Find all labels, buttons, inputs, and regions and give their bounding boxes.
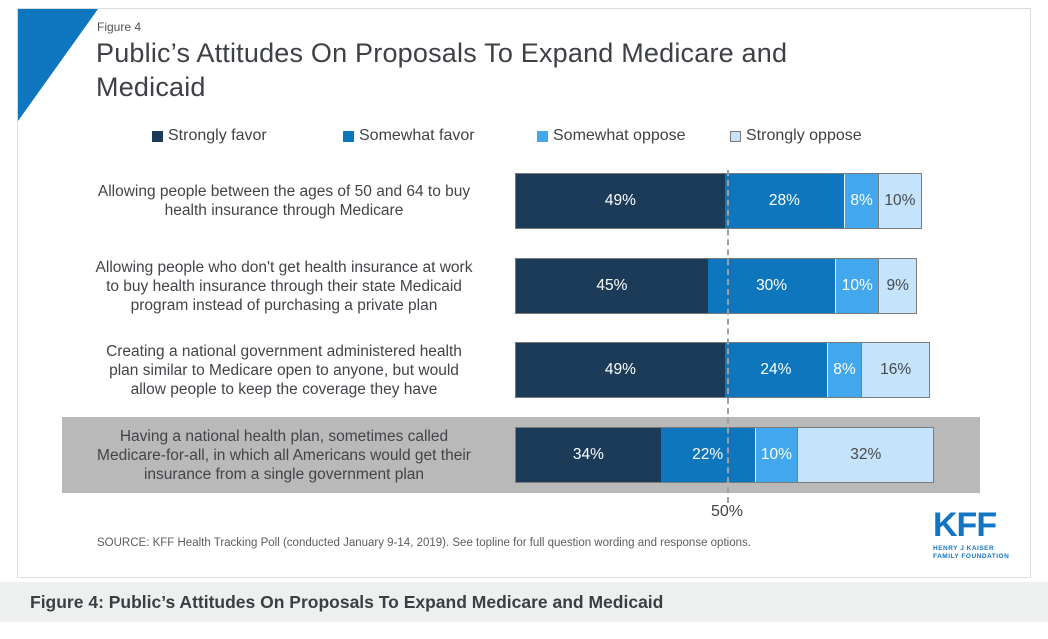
bar-segment-somewhat-oppose: 10% [835,259,879,313]
legend-item-label: Somewhat favor [359,127,475,144]
bar-segment-somewhat-favor: 28% [724,174,844,228]
bar-segment-strongly-oppose: 16% [861,343,930,397]
stacked-bar: 34% 22% 10% 32% [515,427,935,483]
bar-segment-somewhat-oppose: 8% [826,343,862,397]
stacked-bar: 49% 24% 8% 16% [515,342,931,398]
bar-segment-strongly-favor: 49% [516,343,725,397]
bar-segment-strongly-favor: 49% [516,174,725,228]
legend-swatch-icon [537,130,548,142]
legend-item-somewhat-oppose: Somewhat oppose [537,126,686,146]
bar-segment-strongly-oppose: 9% [878,259,917,313]
reference-line-label: 50% [710,503,744,520]
caption-text: Figure 4: Public’s Attitudes On Proposal… [30,591,664,612]
bar-segment-strongly-oppose: 32% [797,428,934,482]
legend-swatch-icon [152,130,163,142]
legend-item-label: Strongly oppose [746,127,862,144]
bar-row-label: Creating a national government administe… [106,342,462,398]
bar-row-label: Having a national health plan, sometimes… [97,427,471,483]
kff-logo-subtext-1: HENRY J KAISER [933,545,995,552]
stacked-bar: 45% 30% 10% 9% [515,258,918,314]
kff-logo: KFF HENRY J KAISER FAMILY FOUNDATION [933,508,1023,561]
stacked-bar: 49% 28% 8% 10% [515,173,922,229]
bar-row-label: Allowing people between the ages of 50 a… [97,183,471,219]
source-note: SOURCE: KFF Health Tracking Poll (conduc… [97,537,751,549]
bar-segment-strongly-oppose: 10% [878,174,921,228]
bar-row-label: Allowing people who don't get health ins… [95,258,473,314]
legend-swatch-icon [730,130,741,142]
reference-line-50pct [727,170,729,503]
bar-segment-somewhat-favor: 22% [660,428,755,482]
bar-segment-somewhat-oppose: 8% [844,174,879,228]
figure-number-label: Figure 4 [97,20,142,34]
kff-logo-subtext-2: FAMILY FOUNDATION [933,553,1010,560]
bar-segment-strongly-favor: 34% [516,428,661,482]
bar-segment-strongly-favor: 45% [516,259,708,313]
legend-item-label: Strongly favor [168,127,267,144]
legend-item-strongly-favor: Strongly favor [152,126,267,146]
legend-item-strongly-oppose: Strongly oppose [730,126,862,146]
bar-segment-somewhat-favor: 24% [724,343,827,397]
caption-bar: Figure 4: Public’s Attitudes On Proposal… [0,582,1048,622]
legend-item-label: Somewhat oppose [553,127,686,144]
kff-logo-text: KFF [933,506,997,544]
bar-segment-somewhat-oppose: 10% [754,428,798,482]
legend-item-somewhat-favor: Somewhat favor [343,126,475,146]
chart-title: Public’s Attitudes On Proposals To Expan… [96,38,788,102]
legend-swatch-icon [343,130,354,142]
